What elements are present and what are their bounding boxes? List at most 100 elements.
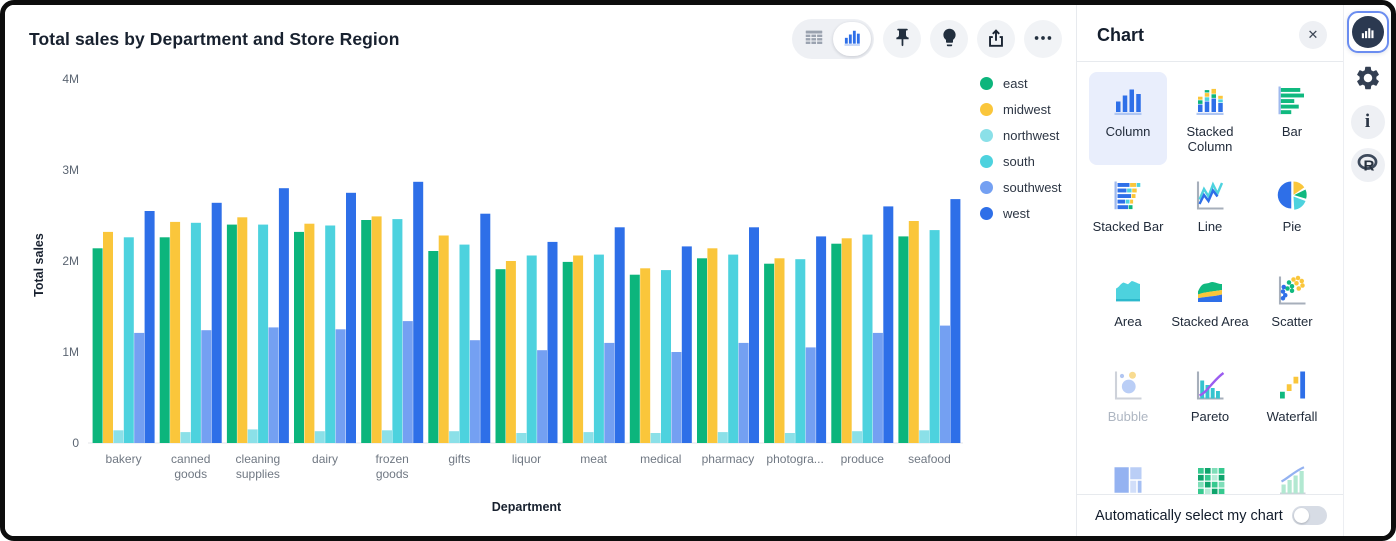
bar-pharmacy-midwest[interactable] xyxy=(707,248,718,443)
chart-type-line[interactable]: Line xyxy=(1171,167,1249,260)
rail-settings-button[interactable] xyxy=(1351,62,1385,96)
bar-meat-southwest[interactable] xyxy=(604,342,615,443)
bar-meat-south[interactable] xyxy=(593,254,604,443)
bar-produce-southwest[interactable] xyxy=(872,332,883,443)
bar-meat-northwest[interactable] xyxy=(583,432,594,443)
bar-liquor-southwest[interactable] xyxy=(537,350,548,443)
bar-photogra-southwest[interactable] xyxy=(805,347,816,443)
bar-liquor-east[interactable] xyxy=(495,269,506,443)
bar-bakery-east[interactable] xyxy=(92,248,103,443)
bar-seafood-west[interactable] xyxy=(950,199,961,443)
bar-gifts-south[interactable] xyxy=(459,244,470,443)
bar-cleaningsupplies-south[interactable] xyxy=(258,224,269,443)
bar-medical-east[interactable] xyxy=(629,274,640,443)
bar-cannedgoods-northwest[interactable] xyxy=(180,432,191,443)
view-toggle[interactable] xyxy=(792,19,874,59)
chart-type-stacked-column[interactable]: Stacked Column xyxy=(1171,72,1249,165)
bar-pharmacy-south[interactable] xyxy=(728,254,739,443)
bar-frozengoods-west[interactable] xyxy=(413,181,424,444)
bar-produce-east[interactable] xyxy=(831,243,842,443)
bar-dairy-midwest[interactable] xyxy=(304,223,315,443)
bar-pharmacy-west[interactable] xyxy=(749,227,759,443)
chart-type-bar[interactable]: Bar xyxy=(1253,72,1331,165)
bar-medical-midwest[interactable] xyxy=(640,268,651,443)
bar-cleaningsupplies-midwest[interactable] xyxy=(237,217,248,443)
bar-produce-south[interactable] xyxy=(862,234,873,443)
bar-cannedgoods-west[interactable] xyxy=(211,202,222,443)
bar-cannedgoods-east[interactable] xyxy=(159,237,170,443)
bar-cannedgoods-midwest[interactable] xyxy=(170,221,181,443)
bar-seafood-northwest[interactable] xyxy=(919,430,930,443)
bar-dairy-southwest[interactable] xyxy=(335,329,346,444)
bar-liquor-west[interactable] xyxy=(547,241,558,443)
more-button[interactable] xyxy=(1024,20,1062,58)
legend-item-east[interactable]: east xyxy=(980,76,1062,91)
rail-r-button[interactable]: R xyxy=(1350,148,1385,182)
bar-photogra-south[interactable] xyxy=(795,259,806,443)
chart-view-button[interactable] xyxy=(833,22,871,56)
legend-item-west[interactable]: west xyxy=(980,206,1062,221)
bar-cleaningsupplies-east[interactable] xyxy=(226,224,237,443)
bar-meat-midwest[interactable] xyxy=(573,255,584,444)
chart-type-pareto[interactable]: Pareto xyxy=(1171,357,1249,450)
bar-gifts-northwest[interactable] xyxy=(449,431,460,443)
chart-type-scatter[interactable]: Scatter xyxy=(1253,262,1331,355)
share-button[interactable] xyxy=(977,20,1015,58)
bar-photogra-east[interactable] xyxy=(764,263,775,443)
bar-dairy-south[interactable] xyxy=(325,225,336,444)
chart-type-pie[interactable]: Pie xyxy=(1253,167,1331,260)
bar-dairy-west[interactable] xyxy=(346,192,356,444)
chart-type-heatmap[interactable]: Heatmap xyxy=(1171,452,1249,494)
bar-dairy-northwest[interactable] xyxy=(314,431,325,443)
bar-frozengoods-east[interactable] xyxy=(361,220,372,443)
bar-seafood-southwest[interactable] xyxy=(940,325,950,443)
bar-cleaningsupplies-west[interactable] xyxy=(278,188,289,443)
bar-seafood-south[interactable] xyxy=(929,230,940,443)
pin-button[interactable] xyxy=(883,20,921,58)
legend-item-northwest[interactable]: northwest xyxy=(980,128,1062,143)
chart-type-area[interactable]: Area xyxy=(1089,262,1167,355)
rail-chart-button[interactable] xyxy=(1346,11,1389,53)
insights-button[interactable] xyxy=(930,20,968,58)
bar-bakery-south[interactable] xyxy=(123,237,134,443)
legend-item-midwest[interactable]: midwest xyxy=(980,102,1062,117)
bar-bakery-midwest[interactable] xyxy=(103,231,113,443)
bar-meat-west[interactable] xyxy=(614,227,625,443)
bar-bakery-west[interactable] xyxy=(144,211,155,443)
chart-type-waterfall[interactable]: Waterfall xyxy=(1253,357,1331,450)
bar-frozengoods-southwest[interactable] xyxy=(402,321,413,443)
bar-gifts-midwest[interactable] xyxy=(438,235,449,444)
chart-type-line-column[interactable]: Line Column xyxy=(1253,452,1331,494)
bar-pharmacy-east[interactable] xyxy=(697,258,707,443)
bar-frozengoods-northwest[interactable] xyxy=(382,430,392,443)
table-view-button[interactable] xyxy=(795,22,833,56)
close-panel-button[interactable]: ✕ xyxy=(1299,21,1327,49)
bar-medical-south[interactable] xyxy=(661,270,671,443)
auto-select-toggle[interactable] xyxy=(1292,506,1327,525)
bar-bakery-northwest[interactable] xyxy=(113,430,124,443)
bar-liquor-northwest[interactable] xyxy=(516,433,527,443)
bar-medical-southwest[interactable] xyxy=(671,352,682,443)
bar-cleaningsupplies-northwest[interactable] xyxy=(247,429,258,444)
chart-type-column[interactable]: Column xyxy=(1089,71,1167,165)
bar-produce-midwest[interactable] xyxy=(841,238,852,444)
bar-medical-northwest[interactable] xyxy=(650,433,661,443)
chart-type-stacked-area[interactable]: Stacked Area xyxy=(1171,262,1249,355)
legend-item-southwest[interactable]: southwest xyxy=(980,180,1062,195)
bar-seafood-midwest[interactable] xyxy=(908,221,919,443)
bar-liquor-midwest[interactable] xyxy=(505,261,516,443)
bar-seafood-east[interactable] xyxy=(898,236,909,443)
bar-frozengoods-midwest[interactable] xyxy=(371,216,382,443)
bar-gifts-west[interactable] xyxy=(480,213,491,443)
chart-type-stacked-bar[interactable]: Stacked Bar xyxy=(1089,167,1167,260)
chart-type-treemap[interactable]: Treemap xyxy=(1089,452,1167,494)
bar-cleaningsupplies-southwest[interactable] xyxy=(268,327,279,443)
bar-bakery-southwest[interactable] xyxy=(134,332,145,443)
rail-info-button[interactable]: i xyxy=(1350,105,1385,139)
bar-pharmacy-southwest[interactable] xyxy=(738,342,749,443)
bar-produce-west[interactable] xyxy=(883,206,894,443)
bar-photogra-west[interactable] xyxy=(816,236,827,443)
bar-cannedgoods-southwest[interactable] xyxy=(201,330,212,443)
bar-produce-northwest[interactable] xyxy=(852,431,863,443)
bar-photogra-northwest[interactable] xyxy=(784,433,795,443)
